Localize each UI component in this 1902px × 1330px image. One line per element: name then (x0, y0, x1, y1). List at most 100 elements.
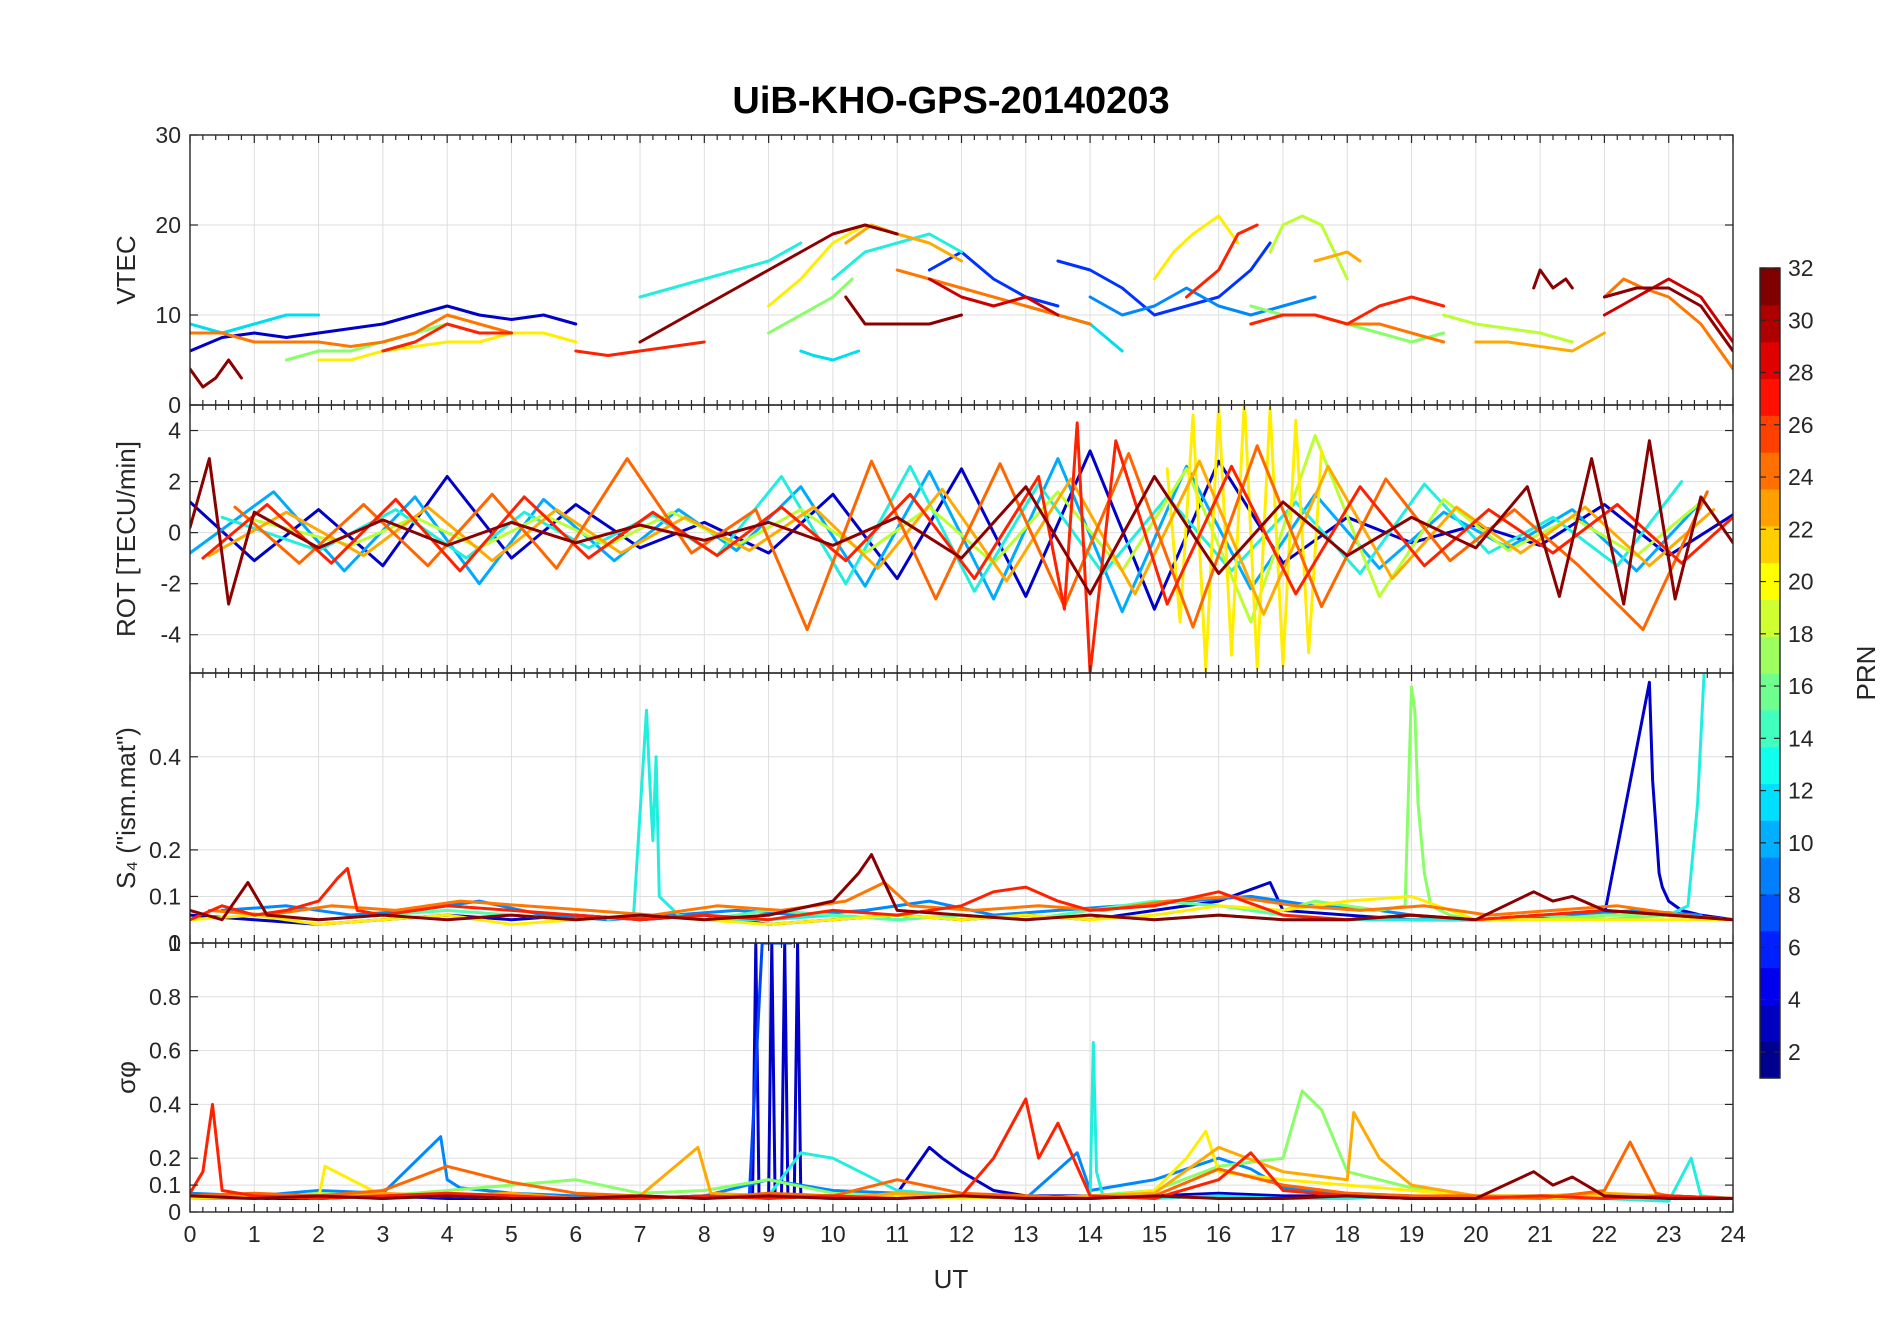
y-tick-label: 0.6 (149, 1038, 181, 1064)
series-prn-12 (799, 349, 861, 362)
colorbar-swatch (1760, 378, 1780, 416)
series-prn-2 (190, 304, 578, 353)
colorbar-swatch (1760, 452, 1780, 490)
panel-s4: 0 0.1 0.2 0.4 S₄ ("ism.mat") (111, 672, 1734, 956)
x-tick-label: 23 (1656, 1221, 1682, 1247)
colorbar-swatch (1760, 709, 1780, 748)
series-prn-5 (927, 250, 1060, 308)
colorbar-swatch (1760, 967, 1780, 1005)
colorbar-swatch (1760, 857, 1780, 895)
y-tick-label: 0.8 (149, 984, 181, 1010)
grid-s4 (189, 673, 1734, 944)
x-tick-label: 19 (1399, 1221, 1425, 1247)
x-tick-label: 16 (1206, 1221, 1232, 1247)
panel-vtec: 0 10 20 30 VTEC (111, 122, 1734, 418)
series-prn-31 (1532, 268, 1574, 290)
x-tick-label: 13 (1013, 1221, 1039, 1247)
colorbar-swatch (1760, 673, 1780, 711)
y-tick-label: 0.4 (149, 1091, 181, 1117)
colorbar-swatch (1760, 304, 1780, 343)
y-tick-label: 10 (155, 302, 181, 328)
series-prn-17 (767, 277, 854, 335)
colorbar-tick-label: 6 (1788, 934, 1801, 960)
colorbar-swatch (1760, 893, 1780, 932)
colorbar-tick-label: 20 (1788, 569, 1814, 595)
series-prn-29 (1602, 277, 1733, 344)
series-prn-27 (574, 340, 706, 357)
y-axis-label-sigma: σφ (111, 1061, 141, 1094)
series-group-vtec (190, 214, 1733, 389)
y-tick-label: -2 (161, 571, 181, 597)
series-group-s4 (190, 673, 1733, 926)
y-tick-label: 0 (168, 520, 181, 546)
x-tick-label: 12 (949, 1221, 975, 1247)
colorbar-swatch (1760, 1004, 1780, 1042)
series-prn-24 (1345, 322, 1446, 344)
colorbar-swatch (1760, 746, 1780, 785)
series-prn-31 (190, 358, 243, 389)
x-tick-label: 4 (441, 1221, 454, 1247)
colorbar-swatch (1760, 1041, 1780, 1079)
x-axis-label: UT (934, 1264, 969, 1294)
series-prn-24 (1602, 277, 1733, 371)
colorbar-swatch (1760, 636, 1780, 674)
colorbar-tick-label: 22 (1788, 516, 1814, 542)
x-tick-label: 10 (820, 1221, 846, 1247)
colorbar-tick-label: 16 (1788, 673, 1814, 699)
series-group-rot (190, 405, 1733, 673)
series-prn-11 (190, 313, 321, 335)
series-prn-31 (638, 223, 899, 344)
series-prn-31 (190, 853, 1733, 922)
colorbar-swatch (1760, 268, 1780, 306)
colorbar-swatch (1760, 820, 1780, 858)
x-tick-label: 14 (1077, 1221, 1103, 1247)
y-tick-label: 0 (168, 392, 181, 418)
x-tick-label: 17 (1270, 1221, 1296, 1247)
series-prn-11 (831, 232, 963, 281)
colorbar-swatch (1760, 562, 1780, 600)
y-tick-label: 4 (168, 418, 181, 444)
colorbar-tick-label: 14 (1788, 725, 1814, 751)
series-prn-25 (190, 1140, 1733, 1200)
series-prn-27 (381, 322, 513, 353)
series-prn-12 (1024, 304, 1124, 353)
y-axis-label-rot: ROT [TECU/min] (111, 441, 141, 637)
x-tick-label: 20 (1463, 1221, 1489, 1247)
colorbar-tick-label: 2 (1788, 1039, 1801, 1065)
series-prn-20 (1165, 405, 1323, 672)
x-tick-label: 15 (1142, 1221, 1168, 1247)
x-tick-label: 5 (505, 1221, 518, 1247)
series-prn-31 (844, 295, 963, 326)
colorbar-tick-label: 30 (1788, 307, 1814, 333)
colorbar-tick-label: 8 (1788, 882, 1801, 908)
series-prn-31 (1602, 286, 1733, 353)
colorbar-swatch (1760, 341, 1780, 380)
colorbar-frame (1759, 267, 1781, 1079)
colorbar-tick-label: 32 (1788, 255, 1814, 281)
y-tick-label: 0.2 (149, 1145, 181, 1171)
x-tick-label: 7 (634, 1221, 647, 1247)
grid-vtec (189, 134, 1734, 406)
series-prn-27 (1249, 295, 1446, 326)
panel-rot: -4 -2 0 2 4 ROT [TECU/min] (111, 404, 1734, 674)
y-tick-label: 30 (155, 122, 181, 148)
y-tick-label: 0 (168, 930, 181, 956)
colorbar-label: PRN (1851, 646, 1881, 701)
colorbar-swatch (1760, 930, 1780, 969)
series-prn-27 (1185, 223, 1259, 299)
series-prn-11 (638, 241, 803, 299)
series-prn-24 (190, 313, 513, 348)
y-tick-label: 0.4 (149, 744, 181, 770)
colorbar-tick-label: 28 (1788, 360, 1814, 386)
colorbar-swatch (1760, 488, 1780, 527)
x-tick-label: 9 (762, 1221, 775, 1247)
colorbar-tick-label: 24 (1788, 464, 1814, 490)
x-tick-label: 8 (698, 1221, 711, 1247)
y-tick-label: 0.2 (149, 837, 181, 863)
y-tick-label: 2 (168, 469, 181, 495)
series-prn-17 (1281, 685, 1733, 922)
series-prn-31 (190, 439, 1733, 606)
